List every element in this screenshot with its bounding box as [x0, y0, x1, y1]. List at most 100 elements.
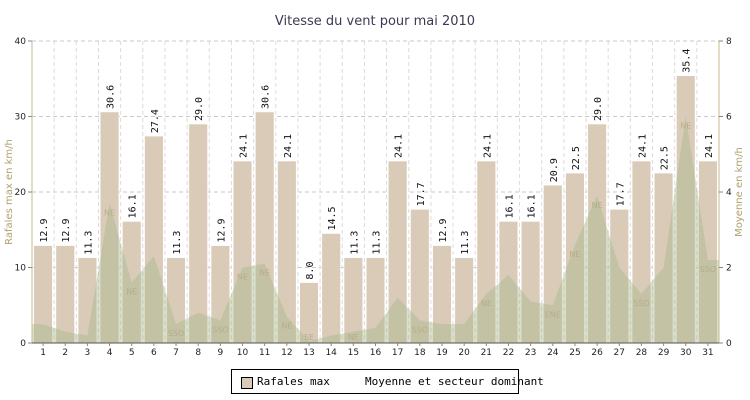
y-axis-title: Rafales max en km/h	[4, 139, 15, 245]
sector-label-day-28: SSO	[633, 299, 649, 308]
bar-day-15	[343, 257, 363, 344]
x-tick-label-4: 4	[107, 348, 113, 358]
sector-label-day-7: SSO	[168, 329, 184, 338]
x-tick-label-25: 25	[569, 348, 580, 358]
x-tick-label-8: 8	[195, 348, 201, 358]
x-tick-label-28: 28	[636, 348, 648, 358]
sector-label-day-10: NE	[237, 273, 248, 282]
legend-swatch-bar	[241, 377, 253, 389]
sector-label-day-4: NE	[104, 208, 115, 217]
value-label-day-14: 14.5	[327, 206, 338, 230]
x-tick-label-1: 1	[40, 348, 46, 358]
value-label-day-15: 11.3	[349, 231, 360, 255]
x-tick-label-3: 3	[85, 348, 91, 358]
y-tick-label-30: 30	[15, 113, 27, 123]
value-label-day-20: 11.3	[460, 231, 471, 255]
sector-label-day-30: NE	[680, 122, 691, 131]
y2-tick-label-6: 6	[726, 113, 732, 123]
x-tick-label-16: 16	[370, 348, 382, 358]
x-tick-label-10: 10	[237, 348, 249, 358]
x-tick-label-5: 5	[129, 348, 135, 358]
legend-label-bar: Rafales max	[257, 375, 330, 388]
x-tick-label-15: 15	[348, 348, 359, 358]
value-label-day-3: 11.3	[83, 231, 94, 255]
x-tick-label-30: 30	[680, 348, 692, 358]
sector-label-day-24: ENE	[545, 310, 561, 319]
y2-tick-label-4: 4	[726, 188, 732, 198]
sector-label-day-25: NE	[569, 250, 580, 259]
sector-label-day-21: NE	[481, 299, 492, 308]
sector-label-day-31: SSO	[700, 265, 716, 274]
y-tick-label-20: 20	[15, 188, 27, 198]
sector-label-day-26: NE	[592, 201, 603, 210]
x-tick-label-24: 24	[547, 348, 559, 358]
x-tick-label-17: 17	[392, 348, 403, 358]
x-tick-label-11: 11	[259, 348, 270, 358]
value-label-day-26: 29.0	[593, 97, 604, 121]
sector-label-day-15: NE	[348, 333, 359, 342]
bar-day-14	[321, 233, 341, 344]
value-label-day-1: 12.9	[39, 219, 50, 243]
sector-label-day-13: SE	[304, 333, 314, 342]
sector-label-day-12: NE	[281, 322, 292, 331]
x-tick-label-6: 6	[151, 348, 157, 358]
bar-day-8	[188, 123, 208, 344]
x-tick-label-7: 7	[173, 348, 179, 358]
chart-title: Vitesse du vent pour mai 2010	[274, 14, 476, 29]
x-tick-label-21: 21	[481, 348, 492, 358]
value-label-day-11: 30.6	[261, 85, 272, 109]
x-tick-label-20: 20	[458, 348, 470, 358]
x-tick-label-22: 22	[503, 348, 514, 358]
value-label-day-5: 16.1	[128, 194, 139, 218]
y2-tick-label-8: 8	[726, 37, 732, 47]
value-label-day-21: 24.1	[482, 134, 493, 158]
legend-label-area: Moyenne et secteur dominant	[365, 375, 544, 388]
x-tick-label-14: 14	[325, 348, 337, 358]
bar-day-2	[55, 245, 75, 344]
value-label-day-16: 11.3	[372, 231, 383, 255]
sector-label-day-18: SSO	[412, 325, 428, 334]
value-label-day-29: 22.5	[660, 146, 671, 170]
value-label-day-19: 12.9	[438, 219, 449, 243]
y2-tick-label-0: 0	[726, 339, 732, 349]
sector-label-day-5: NE	[126, 288, 137, 297]
x-tick-label-9: 9	[218, 348, 224, 358]
x-tick-label-31: 31	[702, 348, 713, 358]
value-label-day-24: 20.9	[549, 158, 560, 182]
sector-label-day-11: NE	[259, 269, 270, 278]
value-label-day-2: 12.9	[61, 219, 72, 243]
value-label-day-12: 24.1	[283, 134, 294, 158]
chart-legend: Rafales max Moyenne et secteur dominant	[231, 369, 544, 394]
y-tick-label-40: 40	[15, 37, 27, 47]
value-label-day-31: 24.1	[704, 134, 715, 158]
value-label-day-13: 8.0	[305, 262, 316, 280]
average-wind-area	[32, 116, 719, 343]
value-label-day-10: 24.1	[239, 134, 250, 158]
x-tick-label-2: 2	[62, 348, 68, 358]
value-label-day-30: 35.4	[682, 49, 693, 73]
value-label-day-9: 12.9	[216, 219, 227, 243]
sector-label-day-9: SSO	[212, 325, 228, 334]
x-tick-label-23: 23	[525, 348, 536, 358]
value-label-day-28: 24.1	[637, 134, 648, 158]
x-tick-label-26: 26	[591, 348, 603, 358]
value-label-day-22: 16.1	[504, 194, 515, 218]
value-label-day-18: 17.7	[416, 182, 427, 206]
value-label-day-25: 22.5	[571, 146, 582, 170]
x-tick-label-19: 19	[436, 348, 448, 358]
value-label-day-7: 11.3	[172, 231, 183, 255]
x-tick-label-18: 18	[414, 348, 426, 358]
x-tick-label-12: 12	[281, 348, 292, 358]
value-label-day-4: 30.6	[106, 85, 117, 109]
y-tick-label-0: 0	[20, 339, 26, 349]
value-label-day-23: 16.1	[527, 194, 538, 218]
value-label-day-8: 29.0	[194, 97, 205, 121]
x-tick-label-13: 13	[303, 348, 314, 358]
value-label-day-6: 27.4	[150, 109, 161, 133]
x-tick-label-29: 29	[658, 348, 670, 358]
y-tick-label-10: 10	[15, 264, 27, 274]
value-label-day-17: 24.1	[394, 134, 405, 158]
x-tick-label-27: 27	[614, 348, 625, 358]
